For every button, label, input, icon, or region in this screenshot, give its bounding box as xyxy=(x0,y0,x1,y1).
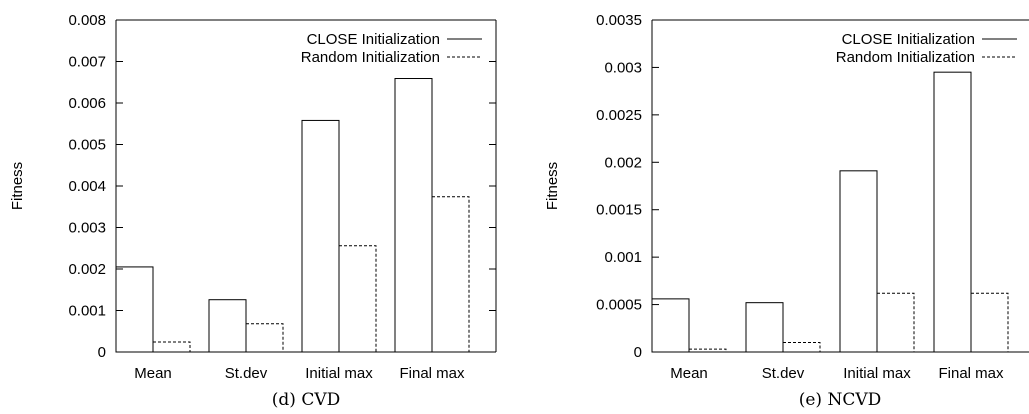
bar-random-st-dev xyxy=(782,342,821,353)
bar-close-mean xyxy=(651,298,690,353)
chart-cvd: 0 0.001 0.002 0.003 0.004 0.005 0.006 0.007 0.00… xyxy=(9,12,497,410)
bar-random-initial-max xyxy=(876,292,915,353)
bar-close-initial-max xyxy=(839,170,878,353)
bar-random-st-dev xyxy=(245,323,284,353)
legend-label-close: CLOSE Initialization xyxy=(842,31,975,48)
y-tick-label: 0.005 xyxy=(68,137,106,154)
y-tick-label: 0.0035 xyxy=(596,12,642,29)
legend-label-close: CLOSE Initialization xyxy=(307,31,440,48)
y-tick-label: 0 xyxy=(98,344,106,361)
chart-caption: (d) CVD xyxy=(272,390,340,410)
legend-label-random: Random Initialization xyxy=(836,49,975,66)
bar-close-final-max xyxy=(394,78,433,353)
chart-ncvd: 0 0.0005 0.001 0.0015 0.002 0.0025 0.003 0.0035… xyxy=(544,12,1029,410)
bar-close-initial-max xyxy=(301,119,340,353)
y-tick-label: 0.003 xyxy=(604,59,642,76)
y-tick-label: 0.002 xyxy=(604,154,642,171)
bar-close-mean xyxy=(115,266,154,353)
y-tick-label: 0.007 xyxy=(68,54,106,71)
bar-close-final-max xyxy=(933,71,972,353)
bar-close-st-dev xyxy=(208,299,247,353)
bar-random-final-max xyxy=(431,196,470,353)
y-tick-label: 0.0025 xyxy=(596,107,642,124)
legend-label-random: Random Initialization xyxy=(301,49,440,66)
y-tick-label: 0.002 xyxy=(68,261,106,278)
y-axis-label: Fitness xyxy=(544,162,561,210)
category-label: St.dev xyxy=(225,365,268,382)
bar-close-st-dev xyxy=(745,302,784,353)
y-tick-label: 0.003 xyxy=(68,220,106,237)
y-tick-label: 0.0005 xyxy=(596,297,642,314)
y-tick-label: 0.001 xyxy=(68,303,106,320)
category-label: Mean xyxy=(670,365,708,382)
category-label: Final max xyxy=(938,365,1004,382)
bar-random-initial-max xyxy=(338,245,377,353)
bar-random-mean xyxy=(152,341,191,353)
y-tick-label: 0.004 xyxy=(68,178,106,195)
category-label: St.dev xyxy=(762,365,805,382)
category-label: Initial max xyxy=(305,365,373,382)
y-tick-label: 0 xyxy=(634,344,642,361)
y-tick-label: 0.006 xyxy=(68,95,106,112)
category-label: Mean xyxy=(134,365,172,382)
category-label: Final max xyxy=(399,365,465,382)
y-tick-label: 0.0015 xyxy=(596,202,642,219)
category-label: Initial max xyxy=(843,365,911,382)
chart-caption: (e) NCVD xyxy=(799,390,882,410)
bar-random-final-max xyxy=(970,292,1009,353)
y-tick-label: 0.001 xyxy=(604,249,642,266)
y-tick-label: 0.008 xyxy=(68,12,106,29)
y-axis-label: Fitness xyxy=(9,162,26,210)
